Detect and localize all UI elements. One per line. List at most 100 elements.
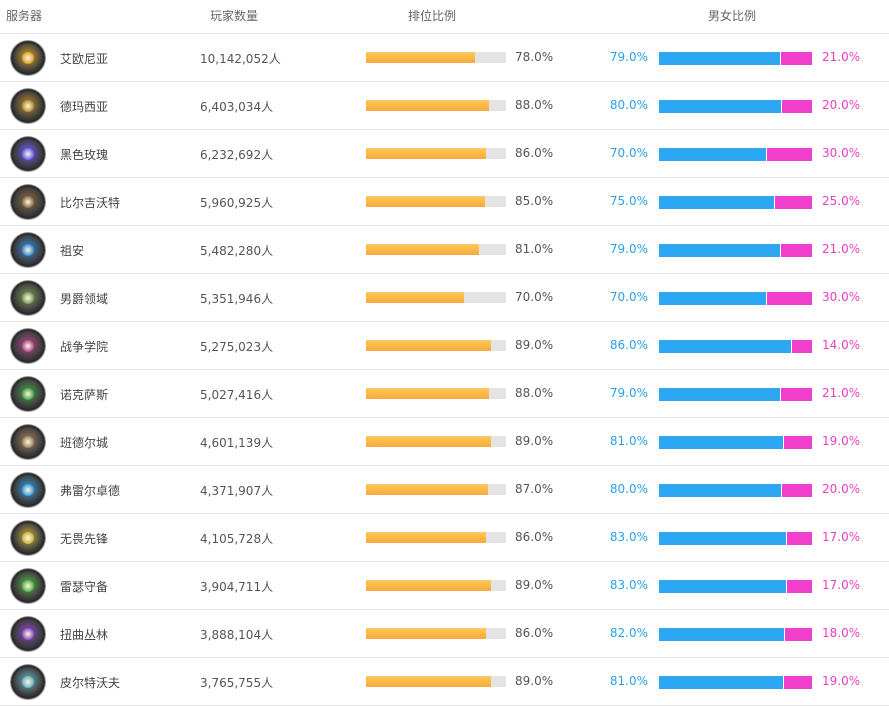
male-ratio-fill <box>659 532 787 545</box>
gender-ratio-bar <box>659 292 812 305</box>
table-row[interactable]: 黑色玫瑰 6,232,692人 86.0% 70.0% 30.0% <box>0 130 889 178</box>
emblem-core <box>22 52 34 64</box>
emblem-core <box>22 436 34 448</box>
player-count: 5,351,946人 <box>200 292 274 306</box>
rank-ratio-value: 89.0% <box>515 674 554 688</box>
table-row[interactable]: 皮尔特沃夫 3,765,755人 89.0% 81.0% 19.0% <box>0 658 889 706</box>
emblem-core <box>22 340 34 352</box>
header-players[interactable]: 玩家数量 <box>210 9 259 23</box>
gender-ratio-bar <box>659 148 812 161</box>
gender-ratio-bar <box>659 52 812 65</box>
server-name[interactable]: 战争学院 <box>60 340 109 354</box>
table-row[interactable]: 无畏先锋 4,105,728人 86.0% 83.0% 17.0% <box>0 514 889 562</box>
rank-ratio-fill <box>366 580 491 591</box>
demacia-emblem-icon <box>11 89 45 123</box>
male-ratio-value: 81.0% <box>609 674 648 688</box>
server-name[interactable]: 艾欧尼亚 <box>60 52 109 66</box>
gender-ratio-bar <box>659 100 812 113</box>
female-ratio-value: 17.0% <box>822 578 861 592</box>
rise-guard-emblem-icon <box>11 569 45 603</box>
player-count: 5,482,280人 <box>200 244 274 258</box>
player-count: 4,601,139人 <box>200 436 274 450</box>
emblem-core <box>22 292 34 304</box>
female-ratio-value: 19.0% <box>822 674 861 688</box>
emblem-core <box>22 100 34 112</box>
rank-ratio-bar <box>366 436 506 447</box>
rank-ratio-bar <box>366 580 506 591</box>
freljord-emblem-icon <box>11 473 45 507</box>
player-count: 4,105,728人 <box>200 532 274 546</box>
gender-ratio-bar <box>659 532 812 545</box>
header-server[interactable]: 服务器 <box>6 9 43 23</box>
female-ratio-value: 19.0% <box>822 434 861 448</box>
male-ratio-fill <box>659 580 787 593</box>
gender-ratio-bar <box>659 676 812 689</box>
emblem-core <box>22 580 34 592</box>
table-row[interactable]: 德玛西亚 6,403,034人 88.0% 80.0% 20.0% <box>0 82 889 130</box>
table-row[interactable]: 艾欧尼亚 10,142,052人 78.0% 79.0% 21.0% <box>0 34 889 82</box>
header-gender-ratio[interactable]: 男女比例 <box>708 9 757 23</box>
male-ratio-value: 75.0% <box>609 194 648 208</box>
gender-ratio-bar <box>659 436 812 449</box>
bilgewater-emblem-icon <box>11 185 45 219</box>
emblem-core <box>22 196 34 208</box>
table-header: 服务器 玩家数量 排位比例 男女比例 <box>0 0 889 34</box>
rank-ratio-fill <box>366 340 491 351</box>
server-name[interactable]: 扭曲丛林 <box>60 628 109 642</box>
male-ratio-fill <box>659 436 784 449</box>
table-body: 艾欧尼亚 10,142,052人 78.0% 79.0% 21.0% 德玛西亚 … <box>0 34 889 706</box>
rank-ratio-value: 85.0% <box>515 194 554 208</box>
table-row[interactable]: 诺克萨斯 5,027,416人 88.0% 79.0% 21.0% <box>0 370 889 418</box>
male-ratio-fill <box>659 196 775 209</box>
rank-ratio-fill <box>366 388 490 399</box>
server-name[interactable]: 雷瑟守备 <box>60 580 109 594</box>
rank-ratio-bar <box>366 292 506 303</box>
male-ratio-fill <box>659 628 786 641</box>
table-row[interactable]: 祖安 5,482,280人 81.0% 79.0% 21.0% <box>0 226 889 274</box>
female-ratio-value: 18.0% <box>822 626 861 640</box>
rank-ratio-fill <box>366 292 464 303</box>
player-count: 3,888,104人 <box>200 628 274 642</box>
female-ratio-value: 25.0% <box>822 194 861 208</box>
male-ratio-value: 82.0% <box>609 626 648 640</box>
rank-ratio-bar <box>366 148 506 159</box>
table-row[interactable]: 雷瑟守备 3,904,711人 89.0% 83.0% 17.0% <box>0 562 889 610</box>
server-name[interactable]: 皮尔特沃夫 <box>60 676 121 690</box>
server-name[interactable]: 弗雷尔卓德 <box>60 484 121 498</box>
table-row[interactable]: 扭曲丛林 3,888,104人 86.0% 82.0% 18.0% <box>0 610 889 658</box>
rank-ratio-bar <box>366 484 506 495</box>
rank-ratio-fill <box>366 244 480 255</box>
male-ratio-value: 79.0% <box>609 386 648 400</box>
rank-ratio-value: 89.0% <box>515 338 554 352</box>
table-row[interactable]: 比尔吉沃特 5,960,925人 85.0% 75.0% 25.0% <box>0 178 889 226</box>
server-name[interactable]: 诺克萨斯 <box>60 388 109 402</box>
table-row[interactable]: 男爵领域 5,351,946人 70.0% 70.0% 30.0% <box>0 274 889 322</box>
rank-ratio-bar <box>366 244 506 255</box>
server-name[interactable]: 德玛西亚 <box>60 100 109 114</box>
table-row[interactable]: 战争学院 5,275,023人 89.0% 86.0% 14.0% <box>0 322 889 370</box>
table-row[interactable]: 弗雷尔卓德 4,371,907人 87.0% 80.0% 20.0% <box>0 466 889 514</box>
server-name[interactable]: 黑色玫瑰 <box>60 148 109 162</box>
rank-ratio-bar <box>366 676 506 687</box>
server-name[interactable]: 祖安 <box>60 244 85 258</box>
rank-ratio-fill <box>366 676 491 687</box>
rank-ratio-bar <box>366 628 506 639</box>
server-name[interactable]: 男爵领域 <box>60 292 109 306</box>
female-ratio-value: 14.0% <box>822 338 861 352</box>
female-ratio-value: 21.0% <box>822 386 861 400</box>
vanguard-emblem-icon <box>11 521 45 555</box>
noxus-emblem-icon <box>11 377 45 411</box>
male-ratio-value: 70.0% <box>609 290 648 304</box>
male-ratio-fill <box>659 292 768 305</box>
male-ratio-value: 79.0% <box>609 242 648 256</box>
female-ratio-value: 30.0% <box>822 290 861 304</box>
server-name[interactable]: 班德尔城 <box>60 436 109 450</box>
server-name[interactable]: 无畏先锋 <box>60 532 109 546</box>
piltover-emblem-icon <box>11 665 45 699</box>
male-ratio-fill <box>659 388 781 401</box>
rank-ratio-bar <box>366 196 506 207</box>
gender-ratio-bar <box>659 196 812 209</box>
header-rank-ratio[interactable]: 排位比例 <box>408 9 457 23</box>
server-name[interactable]: 比尔吉沃特 <box>60 196 121 210</box>
table-row[interactable]: 班德尔城 4,601,139人 89.0% 81.0% 19.0% <box>0 418 889 466</box>
